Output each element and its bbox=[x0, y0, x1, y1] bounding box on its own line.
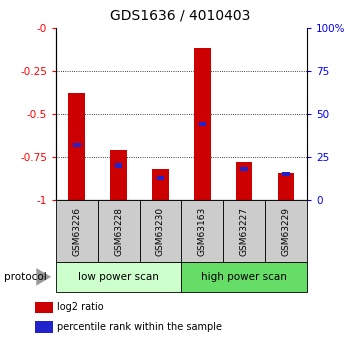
Bar bbox=[181, 262, 307, 292]
Bar bbox=[35, 321, 53, 333]
Text: GSM63163: GSM63163 bbox=[198, 207, 207, 256]
Bar bbox=[240, 167, 248, 171]
Bar bbox=[181, 200, 223, 262]
Bar bbox=[140, 200, 181, 262]
Bar bbox=[157, 176, 164, 180]
Bar bbox=[98, 200, 140, 262]
Text: GSM63229: GSM63229 bbox=[282, 207, 291, 256]
Bar bbox=[265, 200, 307, 262]
Text: low power scan: low power scan bbox=[78, 272, 159, 282]
Text: high power scan: high power scan bbox=[201, 272, 287, 282]
Bar bbox=[194, 48, 211, 200]
Bar bbox=[236, 162, 252, 200]
Text: log2 ratio: log2 ratio bbox=[57, 303, 104, 313]
Text: GDS1636 / 4010403: GDS1636 / 4010403 bbox=[110, 9, 251, 23]
Bar bbox=[223, 200, 265, 262]
Bar bbox=[115, 164, 122, 168]
Bar bbox=[73, 143, 81, 147]
Bar bbox=[56, 262, 181, 292]
Bar bbox=[199, 122, 206, 126]
Text: GSM63230: GSM63230 bbox=[156, 207, 165, 256]
Polygon shape bbox=[36, 268, 51, 286]
Bar bbox=[152, 169, 169, 200]
Text: protocol: protocol bbox=[4, 272, 46, 282]
Bar bbox=[282, 172, 290, 176]
Bar bbox=[69, 93, 85, 200]
Bar bbox=[35, 302, 53, 313]
Bar bbox=[56, 200, 98, 262]
Bar bbox=[278, 172, 294, 200]
Text: GSM63227: GSM63227 bbox=[240, 207, 249, 256]
Bar bbox=[110, 150, 127, 200]
Text: percentile rank within the sample: percentile rank within the sample bbox=[57, 322, 222, 332]
Text: GSM63228: GSM63228 bbox=[114, 207, 123, 256]
Text: GSM63226: GSM63226 bbox=[72, 207, 81, 256]
